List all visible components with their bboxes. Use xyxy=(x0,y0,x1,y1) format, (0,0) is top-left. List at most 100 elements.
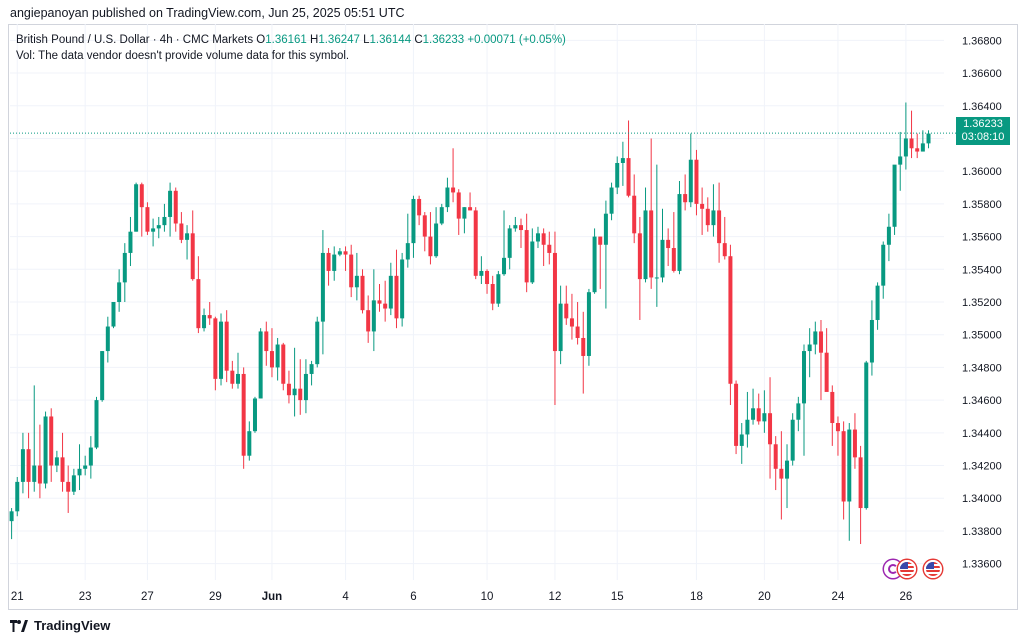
time-tick-label: 24 xyxy=(832,591,845,603)
candle xyxy=(751,388,756,425)
candle-body xyxy=(915,148,920,152)
candle-body xyxy=(156,225,161,229)
candle-body xyxy=(751,408,756,420)
candle xyxy=(213,316,218,391)
candle-body xyxy=(785,460,790,479)
candle xyxy=(128,216,133,267)
candle-body xyxy=(151,228,156,232)
candle xyxy=(666,228,671,267)
candle xyxy=(269,328,274,378)
candle-body xyxy=(490,284,495,304)
candle-body xyxy=(128,231,133,253)
candle xyxy=(802,344,806,456)
candle xyxy=(264,321,269,366)
candle-body xyxy=(519,225,523,231)
candle-body xyxy=(394,275,399,319)
candle xyxy=(785,444,790,509)
candle-body xyxy=(671,248,676,271)
candle xyxy=(847,423,852,541)
candle-body xyxy=(173,190,178,224)
candle xyxy=(111,302,116,329)
candle xyxy=(434,207,439,258)
candle-body xyxy=(88,447,93,466)
candle-body xyxy=(134,184,139,232)
candle xyxy=(247,421,252,461)
candle xyxy=(564,285,569,325)
candle xyxy=(569,293,574,340)
footer-brand-text: TradingView xyxy=(34,618,111,633)
candle xyxy=(649,138,654,289)
candle xyxy=(139,182,144,237)
candle xyxy=(592,228,597,294)
candle xyxy=(252,396,257,433)
candle-body xyxy=(496,274,501,304)
candle xyxy=(54,450,59,473)
candle-body xyxy=(439,207,444,224)
candle-body xyxy=(813,331,818,345)
candle xyxy=(88,436,93,479)
candle-body xyxy=(236,373,240,384)
candle-body xyxy=(179,223,184,240)
us-flag-icon[interactable] xyxy=(898,560,916,578)
candle xyxy=(717,182,722,263)
footer-brand[interactable]: TradingView xyxy=(10,618,110,633)
candle xyxy=(485,269,490,294)
candle xyxy=(683,174,688,211)
candle xyxy=(552,231,557,406)
open-value: 1.36161 xyxy=(265,34,307,46)
earnings-marker-icon[interactable] xyxy=(884,560,902,578)
candle xyxy=(598,236,603,289)
candle-body xyxy=(281,344,286,384)
last-price-value: 1.36233 xyxy=(963,118,1003,130)
candle xyxy=(615,156,620,195)
candle-body xyxy=(637,233,642,280)
candle xyxy=(700,187,705,235)
candle xyxy=(920,130,925,152)
candle-body xyxy=(541,233,546,245)
candle xyxy=(768,377,773,479)
candle xyxy=(394,249,399,329)
candle xyxy=(739,423,744,464)
time-tick-label: 12 xyxy=(549,591,562,603)
symbol-title: British Pound / U.S. Dollar · 4h · CMC M… xyxy=(16,34,254,46)
event-markers-group[interactable] xyxy=(884,560,916,578)
close-label: C xyxy=(414,34,423,46)
time-tick-label: Jun xyxy=(262,591,282,603)
time-tick-label: 29 xyxy=(209,591,222,603)
candle-body xyxy=(71,475,76,492)
candle-body xyxy=(552,252,557,352)
candle-body xyxy=(49,416,54,466)
candle xyxy=(332,246,337,281)
candle-body xyxy=(581,337,586,356)
candle xyxy=(20,432,25,494)
candle-body xyxy=(275,344,280,368)
us-flag-icon[interactable] xyxy=(924,560,942,578)
candle-body xyxy=(388,275,393,309)
price-tick-label: 1.35800 xyxy=(962,199,1002,211)
candle-body xyxy=(422,215,427,237)
time-tick-label: 23 xyxy=(79,591,92,603)
candle-body xyxy=(326,252,331,271)
candle xyxy=(609,182,614,221)
candle-body xyxy=(609,187,614,214)
candle-body xyxy=(615,163,620,188)
candle xyxy=(315,316,320,368)
candle xyxy=(728,244,733,406)
candle-body xyxy=(886,226,891,245)
candle xyxy=(575,302,580,345)
candle xyxy=(366,295,371,343)
candle-body xyxy=(377,300,382,304)
candle-body xyxy=(632,195,637,234)
candle-body xyxy=(462,207,467,219)
candle-body xyxy=(468,207,473,211)
candle xyxy=(354,252,359,301)
time-axis: 21 23 27 29 Jun 4 6 10 12 15 18 20 24 26 xyxy=(11,591,912,603)
candle xyxy=(196,256,201,334)
candle-body xyxy=(77,468,82,476)
candle xyxy=(479,256,484,285)
candle xyxy=(881,241,886,299)
candle xyxy=(773,436,778,491)
event-marker-single[interactable] xyxy=(924,560,942,578)
price-tick-label: 1.34400 xyxy=(962,428,1002,440)
